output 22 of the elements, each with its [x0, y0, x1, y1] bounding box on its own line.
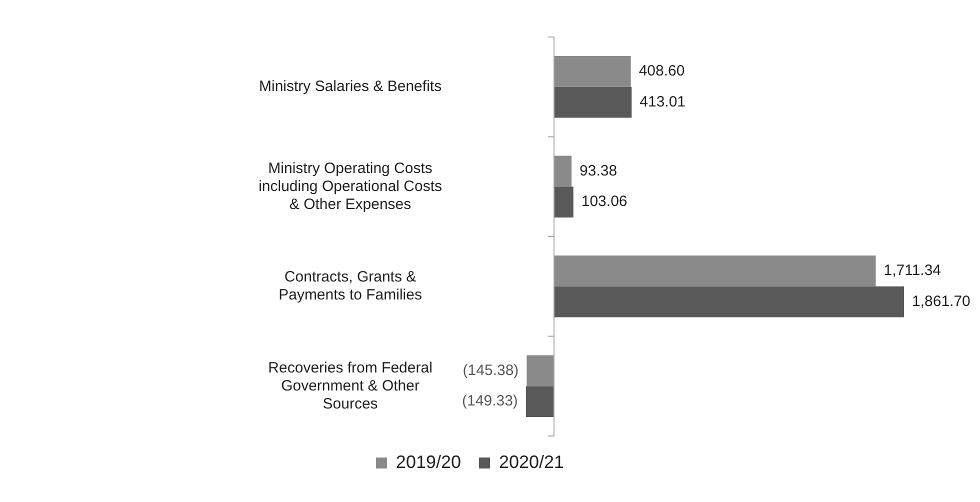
- data-label: 103.06: [581, 193, 628, 210]
- bar: [554, 156, 572, 187]
- data-label: (145.38): [462, 362, 519, 379]
- data-label: (149.33): [462, 392, 518, 410]
- bar: [554, 186, 574, 218]
- data-label: 408.60: [638, 62, 685, 80]
- bar: [554, 286, 904, 318]
- bar: [526, 355, 554, 386]
- y-tick-label: Recoveries from Federal Government & Other Sources: [268, 359, 432, 412]
- legend-label: 2019/20: [396, 452, 462, 472]
- bar: [554, 255, 876, 286]
- data-label: 93.38: [580, 162, 618, 180]
- y-tick-label: Contracts, Grants & Payments to Families: [278, 268, 422, 304]
- data-label: 413.01: [640, 93, 686, 110]
- bar: [526, 386, 554, 418]
- bar: [554, 86, 632, 118]
- legend-label: 2020/21: [499, 452, 564, 472]
- data-label: 1,861.70: [912, 292, 970, 310]
- bar: [554, 56, 631, 87]
- data-label: 1,711.34: [884, 262, 942, 280]
- y-tick-label: Ministry Salaries & Benefits: [258, 78, 442, 96]
- y-tick-label: Ministry Operating Costs including Operational Costs & Other Expenses: [258, 160, 442, 213]
